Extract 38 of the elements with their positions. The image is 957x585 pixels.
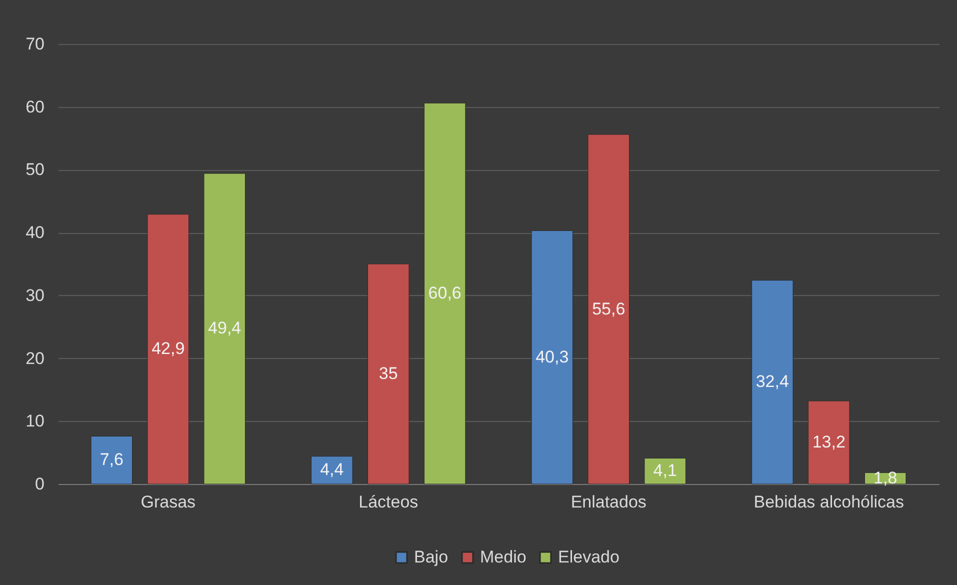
bar bbox=[808, 400, 850, 484]
x-tick-label: Bebidas alcohólicas bbox=[754, 492, 904, 512]
data-label: 60,6 bbox=[428, 284, 462, 303]
data-label: 35 bbox=[378, 364, 398, 383]
bar bbox=[644, 458, 686, 484]
legend-label: Bajo bbox=[414, 548, 448, 567]
y-tick-label: 10 bbox=[26, 412, 44, 431]
y-tick-label: 20 bbox=[26, 348, 44, 368]
bar bbox=[204, 173, 246, 484]
data-label: 1,8 bbox=[874, 468, 898, 488]
bar bbox=[752, 280, 794, 484]
legend-label: Medio bbox=[480, 548, 526, 567]
y-tick-label: 30 bbox=[26, 286, 44, 305]
data-label: 7,6 bbox=[100, 450, 124, 470]
y-tick-label: 50 bbox=[26, 160, 44, 180]
data-label: 4,4 bbox=[320, 460, 344, 480]
data-label: 49,4 bbox=[208, 318, 242, 338]
x-tick-label: Grasas bbox=[140, 492, 196, 512]
bar bbox=[368, 264, 410, 484]
data-label: 13,2 bbox=[812, 432, 846, 452]
bar bbox=[424, 102, 466, 484]
y-tick-label: 40 bbox=[26, 223, 44, 242]
bar bbox=[531, 230, 574, 484]
data-label: 55,6 bbox=[592, 299, 626, 318]
y-tick-label: 0 bbox=[35, 474, 44, 494]
bar bbox=[588, 134, 630, 484]
bar bbox=[90, 436, 133, 484]
data-label: 40,3 bbox=[536, 347, 569, 366]
data-label: 32,4 bbox=[756, 372, 789, 392]
data-label: 4,1 bbox=[653, 461, 677, 480]
bar bbox=[311, 456, 353, 484]
x-tick-label: Enlatados bbox=[570, 492, 646, 512]
x-tick-label: Lácteos bbox=[358, 492, 418, 512]
legend-label: Elevado bbox=[558, 548, 620, 567]
bar bbox=[147, 214, 189, 484]
data-label: 42,9 bbox=[152, 339, 185, 358]
y-tick-label: 60 bbox=[26, 97, 44, 116]
y-tick-label: 70 bbox=[26, 34, 44, 54]
